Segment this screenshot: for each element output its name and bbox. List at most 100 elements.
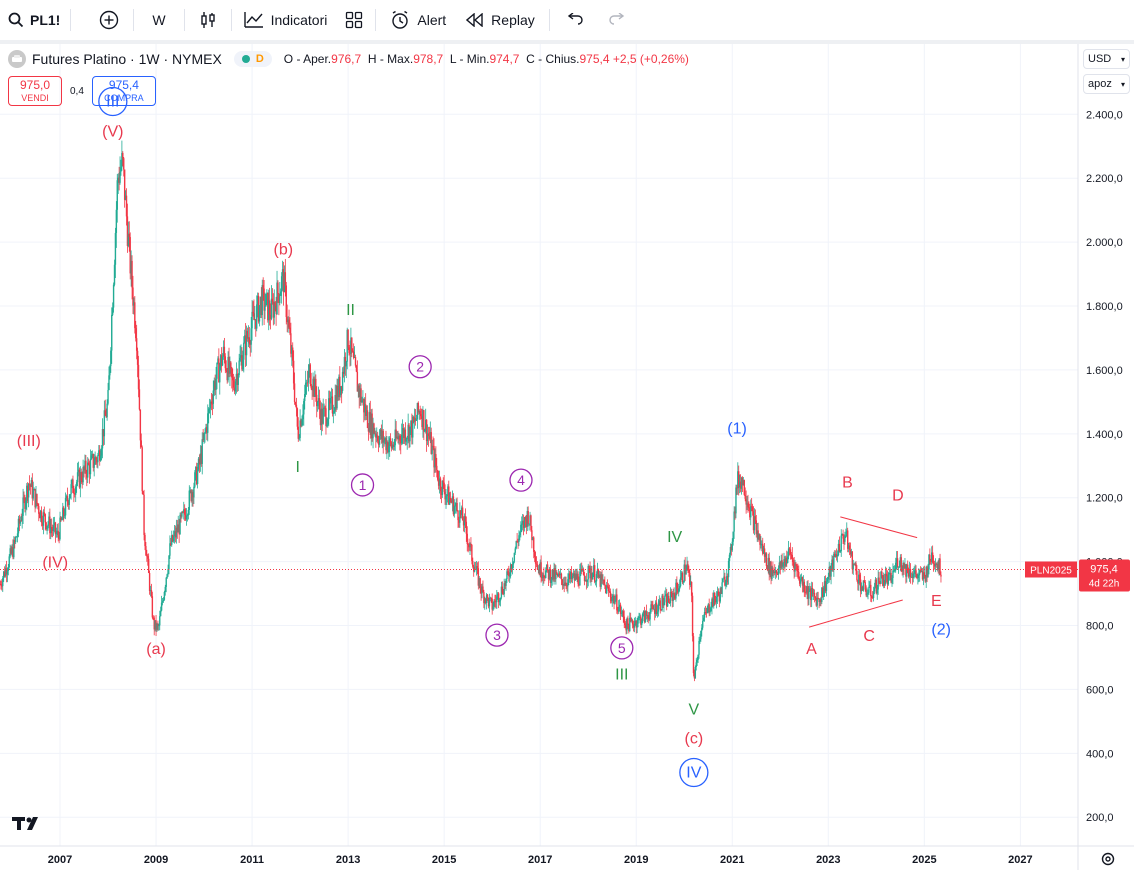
- candle-body: [87, 462, 90, 465]
- candle-body: [314, 378, 316, 397]
- candle-body: [571, 576, 574, 579]
- candle-body: [578, 583, 580, 586]
- candle-body: [373, 423, 375, 434]
- chart-title[interactable]: Futures Platino · 1W · NYMEX: [32, 51, 222, 67]
- candle-body: [13, 540, 15, 558]
- candle-body: [792, 559, 794, 563]
- candle-body: [743, 480, 745, 495]
- candle-body: [421, 416, 423, 428]
- candle-body: [387, 442, 389, 453]
- candle-body: [145, 546, 147, 556]
- candle-body: [750, 506, 752, 518]
- alert-button[interactable]: Alert: [376, 0, 456, 40]
- candle-body: [841, 533, 843, 536]
- candle-body: [279, 295, 281, 304]
- indicators-button[interactable]: Indicatori: [232, 0, 338, 40]
- buy-button[interactable]: 975,4 COMPRA: [91, 76, 156, 106]
- candle-body: [511, 564, 514, 569]
- candle-body: [252, 311, 254, 314]
- candle-body: [925, 567, 927, 582]
- candle-body: [778, 562, 781, 568]
- candle-body: [798, 578, 801, 584]
- candle-body: [228, 356, 230, 374]
- candle-body: [693, 673, 696, 679]
- candle-body: [549, 569, 552, 583]
- layout-button[interactable]: [337, 0, 375, 40]
- candle-body: [664, 595, 666, 603]
- candle-body: [114, 232, 117, 265]
- tradingview-logo[interactable]: [12, 814, 44, 837]
- candle-body: [611, 597, 613, 602]
- candle-body: [560, 573, 563, 580]
- candle-body: [535, 563, 538, 565]
- candle-body: [774, 570, 777, 574]
- interval-button[interactable]: W: [134, 0, 183, 40]
- candle-body: [439, 478, 442, 492]
- candle-body: [464, 516, 467, 522]
- candle-body: [499, 597, 502, 601]
- candle-body: [843, 538, 845, 542]
- candle-body: [485, 594, 488, 604]
- scale-select[interactable]: apoz ▾: [1083, 74, 1130, 94]
- candle-body: [518, 535, 520, 543]
- sell-button[interactable]: 975,0 VENDI: [8, 76, 62, 106]
- candle-body: [171, 535, 173, 545]
- candle-body: [108, 375, 110, 391]
- candle-body: [551, 569, 553, 580]
- candle-body: [799, 579, 802, 584]
- candle-body: [184, 514, 187, 520]
- candle-body: [248, 337, 251, 344]
- chart-settings-button[interactable]: [1100, 851, 1116, 872]
- candle-body: [222, 346, 225, 357]
- candle-body: [673, 593, 675, 595]
- candle-body: [315, 378, 317, 395]
- candle-body: [928, 554, 930, 570]
- candle-body: [786, 557, 788, 563]
- candle-body: [432, 445, 434, 447]
- wave-label-circle: [350, 473, 375, 497]
- chart-type-button[interactable]: [185, 0, 231, 40]
- candle-body: [192, 491, 194, 498]
- candle-body: [539, 562, 541, 575]
- candle-body: [794, 563, 796, 572]
- buy-price: 975,4: [108, 78, 139, 92]
- market-status[interactable]: D: [233, 51, 272, 67]
- candle-body: [897, 566, 900, 568]
- undo-button[interactable]: [550, 0, 596, 40]
- candle-body: [371, 413, 373, 439]
- candle-body: [389, 438, 392, 443]
- candle-body: [256, 295, 259, 305]
- candle-body: [857, 580, 859, 584]
- candle-body: [844, 535, 846, 542]
- candles-icon: [199, 11, 217, 29]
- candle-body: [224, 356, 227, 369]
- currency-select[interactable]: USD ▾: [1083, 49, 1130, 69]
- wave-label: II: [346, 302, 355, 319]
- candle-body: [8, 556, 10, 568]
- candle-body: [914, 570, 916, 574]
- candle-body: [149, 590, 152, 592]
- candle-body: [826, 579, 829, 582]
- candle-body: [509, 576, 511, 577]
- replay-button[interactable]: Replay: [456, 0, 549, 40]
- candle-body: [377, 441, 380, 445]
- candle-body: [293, 383, 296, 402]
- redo-button[interactable]: [596, 0, 638, 40]
- candle-body: [863, 580, 866, 583]
- candle-body: [638, 616, 640, 618]
- candle-body: [221, 356, 224, 366]
- candle-body: [780, 560, 782, 569]
- symbol-search[interactable]: PL1!: [0, 0, 70, 40]
- candle-body: [390, 442, 393, 449]
- candle-body: [716, 591, 719, 597]
- candle-body: [227, 356, 229, 381]
- candle-body: [676, 582, 678, 589]
- candle-body: [848, 545, 851, 550]
- candle-body: [468, 544, 470, 548]
- candle-body: [654, 608, 656, 614]
- candle-body: [218, 358, 220, 383]
- compare-button[interactable]: [71, 0, 133, 40]
- candle-body: [273, 302, 275, 318]
- candle-body: [579, 571, 581, 586]
